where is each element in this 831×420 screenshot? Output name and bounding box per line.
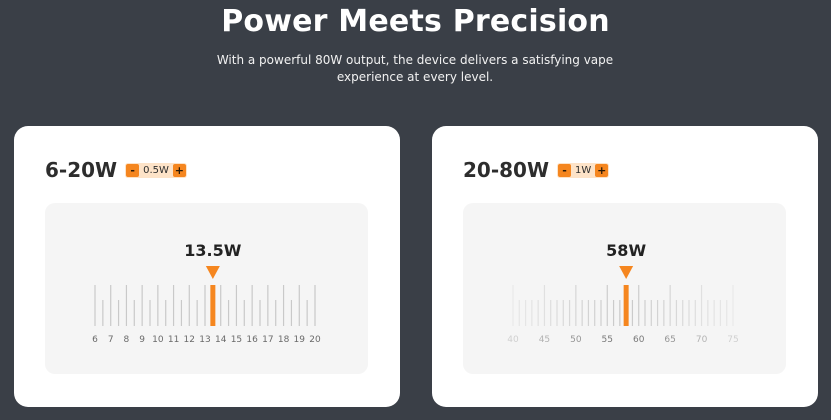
scale-label: 13 [199, 335, 210, 345]
high-power-header: 20-80W - 1W + [463, 158, 610, 182]
scale-label: 45 [539, 335, 550, 345]
step-control: - 0.5W + [125, 162, 187, 178]
scale-label: 70 [696, 335, 708, 345]
wattage-gauge-low[interactable]: 6 7 8 9 10 11 12 13 14 15 16 17 18 19 20 13.5W [45, 203, 368, 374]
page-subtitle: With a powerful 80W output, the device d… [216, 53, 614, 84]
decrease-step-button[interactable]: - [558, 163, 572, 177]
current-value-label: 13.5W [184, 241, 241, 260]
value-indicator-bar [210, 285, 216, 326]
range-label: 6-20W [45, 158, 118, 182]
increase-step-button[interactable]: + [172, 163, 186, 177]
scale-label: 8 [124, 335, 130, 345]
scale-label: 6 [92, 335, 98, 345]
range-label: 20-80W [463, 158, 550, 182]
scale-label: 15 [231, 335, 242, 345]
value-pointer-icon [619, 266, 634, 279]
value-pointer-icon [205, 266, 220, 279]
low-power-card: 6-20W - 0.5W + 6 7 8 9 10 11 12 13 14 15 16 17 18 19 2… [14, 126, 400, 407]
step-value: 0.5W [143, 164, 169, 176]
scale-label: 19 [294, 335, 306, 345]
scale-label: 65 [664, 335, 675, 345]
scale-label: 55 [602, 335, 613, 345]
decrease-step-button[interactable]: - [126, 163, 140, 177]
gauge-scale: 40 45 50 55 60 65 70 75 58W [507, 241, 738, 345]
value-indicator-bar [623, 285, 629, 326]
scale-label: 16 [246, 335, 258, 345]
scale-label: 12 [184, 335, 195, 345]
scale-label: 20 [309, 335, 321, 345]
scale-label: 40 [507, 335, 519, 345]
scale-label: 7 [108, 335, 114, 345]
scale-label: 11 [168, 335, 179, 345]
scale-label: 18 [278, 335, 290, 345]
high-power-card: 20-80W - 1W + 40 45 50 55 60 65 70 75 58W [432, 126, 818, 407]
increase-step-button[interactable]: + [595, 163, 609, 177]
gauge-scale: 6 7 8 9 10 11 12 13 14 15 16 17 18 19 20 13.5W [92, 241, 321, 345]
page-title: Power Meets Precision [221, 4, 610, 39]
wattage-gauge-high[interactable]: 40 45 50 55 60 65 70 75 58W [463, 203, 786, 374]
scale-label: 60 [633, 335, 645, 345]
scale-label: 50 [570, 335, 582, 345]
scale-label: 17 [262, 335, 273, 345]
current-value-label: 58W [606, 241, 646, 260]
scale-label: 75 [727, 335, 738, 345]
scale-label: 14 [215, 335, 227, 345]
step-value: 1W [575, 164, 592, 176]
scale-label: 9 [139, 335, 145, 345]
scale-label: 10 [152, 335, 164, 345]
low-power-header: 6-20W - 0.5W + [45, 158, 187, 182]
step-control: - 1W + [557, 162, 610, 178]
